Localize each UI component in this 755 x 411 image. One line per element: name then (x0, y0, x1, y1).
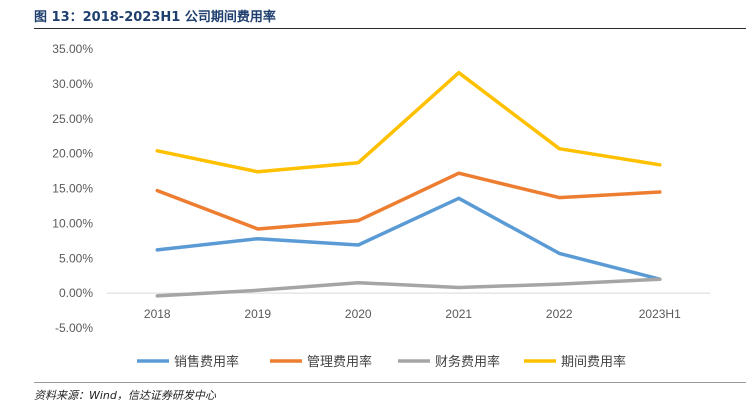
x-tick-label: 2021 (445, 307, 472, 321)
legend-label: 销售费用率 (174, 354, 239, 370)
y-axis-ticks: 35.00% 30.00% 25.00% 20.00% 15.00% 10.00% 5.00… (52, 42, 93, 335)
x-tick-label: 2023H1 (639, 307, 681, 321)
legend-label: 期间费用率 (561, 354, 626, 370)
legend-label: 管理费用率 (307, 354, 372, 370)
y-tick-label: 5.00% (59, 251, 93, 265)
y-tick-label: -5.00% (55, 321, 93, 335)
y-tick-label: 0.00% (59, 286, 93, 300)
legend: 销售费用率 管理费用率 财务费用率 期间费用率 (137, 354, 626, 370)
series-line-1 (155, 171, 662, 231)
series-line-3 (155, 70, 662, 174)
x-axis-ticks: 2018 2019 2020 2021 2022 2023H1 (144, 307, 681, 321)
series-line-0 (155, 196, 662, 281)
y-tick-label: 30.00% (52, 77, 93, 91)
y-tick-label: 15.00% (52, 182, 93, 196)
legend-label: 财务费用率 (435, 354, 500, 370)
x-tick-label: 2018 (144, 307, 171, 321)
figure-title: 图 13：2018-2023H1 公司期间费用率 (34, 10, 276, 25)
series-line-2 (155, 277, 662, 298)
source-divider (34, 382, 746, 383)
x-tick-label: 2022 (546, 307, 573, 321)
series-lines (155, 70, 662, 298)
y-tick-label: 35.00% (52, 42, 93, 56)
source-note: 资料来源：Wind，信达证券研发中心 (34, 389, 216, 402)
x-tick-label: 2020 (345, 307, 372, 321)
y-tick-label: 25.00% (52, 112, 93, 126)
title-underline (34, 28, 746, 29)
y-tick-label: 20.00% (52, 147, 93, 161)
y-tick-label: 10.00% (52, 216, 93, 230)
x-tick-label: 2019 (244, 307, 271, 321)
